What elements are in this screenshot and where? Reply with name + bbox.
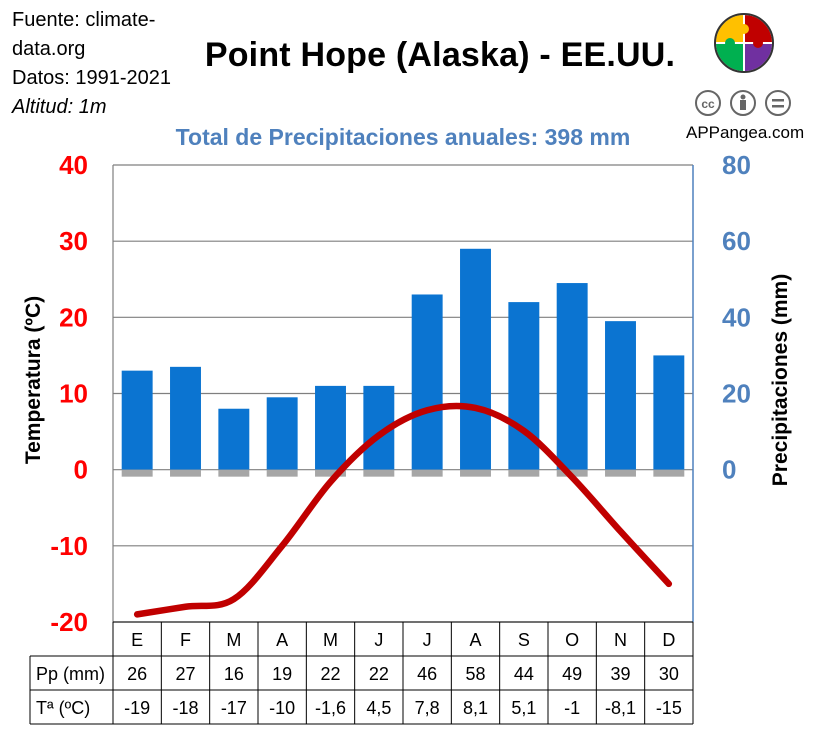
precip-bar xyxy=(556,283,588,470)
temp-value: -15 xyxy=(656,698,682,718)
left-tick-label: -10 xyxy=(50,531,88,561)
pp-value: 49 xyxy=(562,664,582,684)
pp-value: 16 xyxy=(224,664,244,684)
left-tick-label: 10 xyxy=(59,379,88,409)
y-axis-right-label: Precipitaciones (mm) xyxy=(769,274,792,486)
puzzle-logo-icon xyxy=(713,12,775,74)
left-tick-label: 20 xyxy=(59,302,88,332)
precip-bar xyxy=(653,355,685,470)
temp-value: -1,6 xyxy=(315,698,346,718)
month-label: M xyxy=(323,630,338,650)
month-label: J xyxy=(423,630,432,650)
bar-shadow xyxy=(266,469,298,477)
temp-value: 4,5 xyxy=(366,698,391,718)
temperature-line xyxy=(133,402,673,618)
cc-icon: cc xyxy=(695,90,721,116)
month-label: O xyxy=(565,630,579,650)
pp-value: 58 xyxy=(465,664,485,684)
temp-value: -10 xyxy=(269,698,295,718)
pp-value: 27 xyxy=(175,664,195,684)
license-icons: cc xyxy=(695,90,791,116)
pp-value: 26 xyxy=(127,664,147,684)
nd-icon xyxy=(765,90,791,116)
right-tick-label: 40 xyxy=(722,302,751,332)
temp-value: -1 xyxy=(564,698,580,718)
source-line-1: Fuente: climate- xyxy=(12,9,156,31)
altitude: Altitud: 1m xyxy=(12,96,107,118)
month-label: M xyxy=(226,630,241,650)
month-label: S xyxy=(518,630,530,650)
bar-shadow xyxy=(411,469,443,477)
table-row-label: Tª (ºC) xyxy=(36,698,90,718)
bar-shadow xyxy=(363,469,395,477)
precip-bar xyxy=(121,370,153,470)
precip-bar xyxy=(411,294,443,470)
bar-shadow xyxy=(218,469,250,477)
right-tick-label: 60 xyxy=(722,226,751,256)
source-info: Fuente: climate- data.org Datos: 1991-20… xyxy=(12,6,171,122)
temp-value: -19 xyxy=(124,698,150,718)
bar-shadow xyxy=(121,469,153,477)
right-tick-label: 20 xyxy=(722,379,751,409)
temp-value: -8,1 xyxy=(605,698,636,718)
left-tick-label: 0 xyxy=(74,455,88,485)
precip-bar xyxy=(508,302,540,470)
pp-value: 39 xyxy=(610,664,630,684)
temp-value: 5,1 xyxy=(511,698,536,718)
precip-bar xyxy=(315,385,346,470)
table-row-label: Pp (mm) xyxy=(36,664,105,684)
temp-value: -17 xyxy=(221,698,247,718)
month-label: A xyxy=(276,630,288,650)
source-line-2: data.org xyxy=(12,38,86,60)
month-label: D xyxy=(662,630,675,650)
brand-label: APPangea.com xyxy=(686,123,805,142)
by-icon xyxy=(730,90,756,116)
left-tick-label: 40 xyxy=(59,150,88,180)
month-label: N xyxy=(614,630,627,650)
left-tick-label: -20 xyxy=(50,607,88,637)
bar-shadow xyxy=(653,469,685,477)
right-tick-label: 0 xyxy=(722,455,736,485)
bar-shadow xyxy=(605,469,636,477)
data-table: E F M A M J J A S O N D Pp (mm) Tª (ºC) 26 27 16 19 22 22 46… xyxy=(29,621,694,725)
right-tick-label: 80 xyxy=(722,150,751,180)
precip-bar xyxy=(605,321,636,470)
precip-bar xyxy=(460,248,491,470)
month-label: A xyxy=(469,630,481,650)
precip-bar xyxy=(266,397,298,470)
bar-shadow xyxy=(508,469,540,477)
pp-value: 46 xyxy=(417,664,437,684)
data-range: Datos: 1991-2021 xyxy=(12,67,172,89)
chart-title: Point Hope (Alaska) - EE.UU. xyxy=(204,36,676,74)
pp-value: 44 xyxy=(514,664,534,684)
temp-value: -18 xyxy=(172,698,198,718)
month-label: F xyxy=(180,630,191,650)
precipitation-bars xyxy=(121,248,685,477)
bar-shadow xyxy=(460,469,491,477)
bar-shadow xyxy=(170,469,201,477)
right-axis-ticks: 80 60 40 20 0 xyxy=(722,150,751,485)
pp-value: 30 xyxy=(659,664,679,684)
chart-subtitle: Total de Precipitaciones anuales: 398 mm xyxy=(175,124,631,150)
bar-shadow xyxy=(315,469,346,477)
y-axis-left-label: Temperatura (ºC) xyxy=(22,296,45,464)
precip-bar xyxy=(218,408,250,470)
month-label: J xyxy=(374,630,383,650)
pp-value: 19 xyxy=(272,664,292,684)
pp-value: 22 xyxy=(369,664,389,684)
pp-value: 22 xyxy=(320,664,340,684)
temp-value: 8,1 xyxy=(463,698,488,718)
precip-bar xyxy=(170,366,201,470)
svg-text:cc: cc xyxy=(701,97,715,111)
temp-value: 7,8 xyxy=(415,698,440,718)
month-label: E xyxy=(131,630,143,650)
left-axis-ticks: 40 30 20 10 0 -10 -20 xyxy=(50,150,88,637)
left-tick-label: 30 xyxy=(59,226,88,256)
